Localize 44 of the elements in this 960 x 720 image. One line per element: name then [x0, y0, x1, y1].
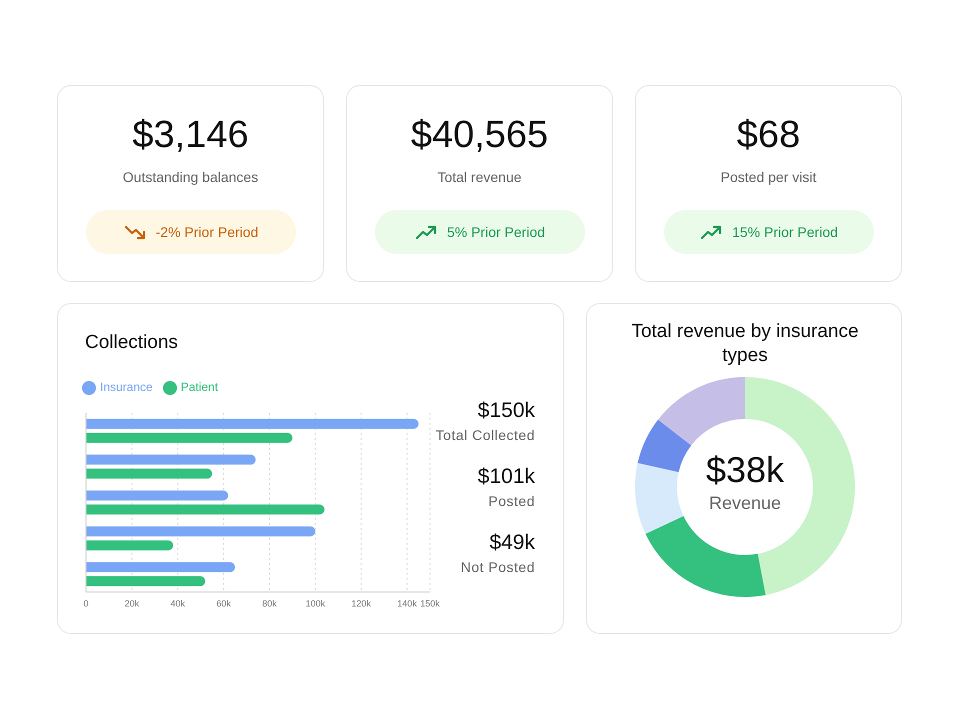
data-label: 15% Prior Period	[732, 224, 838, 240]
text: $101k	[476, 465, 535, 489]
bar	[86, 418, 419, 429]
x-tick-label: 150k	[420, 598, 440, 608]
text: $3,146	[131, 114, 250, 157]
x-tick-label: 120k	[351, 598, 372, 608]
text: $68	[736, 114, 802, 157]
text: Revenue	[708, 493, 782, 514]
donut-slice	[638, 420, 692, 472]
donut-slice	[645, 516, 766, 597]
x-tick-label: 20k	[124, 598, 140, 608]
bar	[86, 576, 206, 586]
data-label: -2% Prior Period	[156, 224, 258, 240]
bar	[86, 526, 316, 536]
x-tick-label: 100k	[306, 598, 326, 608]
text: Total revenue	[436, 169, 523, 185]
text: $40,565	[410, 114, 550, 157]
bar	[86, 504, 325, 514]
chart-title: Collections	[85, 332, 178, 354]
x-tick-label: 60k	[216, 598, 232, 608]
bar	[86, 540, 174, 550]
text: Total Collected	[436, 427, 535, 443]
bar	[86, 454, 256, 465]
donut-slice	[635, 463, 684, 534]
bar	[86, 562, 236, 572]
text: $150k	[476, 399, 535, 423]
text: $38k	[704, 449, 786, 491]
bar	[86, 432, 292, 443]
x-tick-label: 40k	[170, 598, 186, 608]
donut-slice	[658, 377, 745, 446]
text: Posted per visit	[720, 169, 818, 185]
legend-label: Patient	[180, 380, 218, 394]
text: $49k	[488, 531, 535, 555]
text: Outstanding balances	[122, 169, 260, 185]
x-tick-label: 0	[83, 598, 89, 608]
text: Posted	[487, 493, 535, 509]
x-tick-label: 80k	[262, 598, 278, 608]
data-label: 5% Prior Period	[446, 224, 546, 240]
x-tick-label: 140k	[397, 598, 418, 608]
chart-title: Total revenue by insurance types	[630, 320, 860, 368]
bar	[86, 468, 212, 479]
bar	[86, 490, 228, 500]
text: Not Posted	[460, 559, 535, 575]
legend-label: Insurance	[100, 380, 153, 394]
